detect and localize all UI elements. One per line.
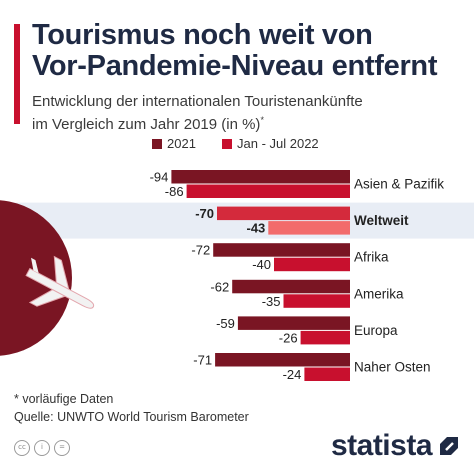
footnote-source: Quelle: UNWTO World Tourism Barometer xyxy=(14,410,249,424)
bar-2021 xyxy=(171,170,350,184)
bar-2021 xyxy=(237,316,350,330)
category-label: Europa xyxy=(354,323,398,338)
airplane-wing-top xyxy=(53,255,70,291)
bar-value-label: -71 xyxy=(193,353,212,368)
subtitle-line-2: im Vergleich zum Jahr 2019 (in %)* xyxy=(32,111,452,134)
airplane-wing-bottom xyxy=(28,289,67,307)
bar-value-label: -24 xyxy=(283,367,302,382)
title-line-2: Vor-Pandemie-Niveau entfernt xyxy=(32,50,438,82)
category-label: Weltweit xyxy=(354,213,409,228)
airplane-tail xyxy=(31,257,39,274)
category-label: Asien & Pazifik xyxy=(354,177,444,192)
airplane-fuselage xyxy=(25,267,95,309)
bar-2022 xyxy=(186,184,350,198)
title-accent-bar xyxy=(14,24,20,124)
legend-swatch-1 xyxy=(152,139,162,149)
bar-2022 xyxy=(274,257,350,272)
bar-value-label: -26 xyxy=(279,330,298,345)
legend-label-1: 2021 xyxy=(167,136,196,151)
bar-2021 xyxy=(213,243,350,257)
bar-2022 xyxy=(283,294,350,308)
category-label: Naher Osten xyxy=(354,360,431,375)
bar-2022 xyxy=(300,330,350,345)
subtitle-line-2-text: im Vergleich zum Jahr 2019 (in %) xyxy=(32,116,261,133)
title-line-1: Tourismus noch weit von xyxy=(32,19,373,51)
by-icon[interactable]: i xyxy=(34,440,50,456)
bar-value-label: -70 xyxy=(195,206,214,221)
bar-2021 xyxy=(232,279,350,294)
category-label: Afrika xyxy=(354,250,389,265)
chart-title: Tourismus noch weit von Vor-Pandemie-Niv… xyxy=(32,20,468,82)
chart-subtitle: Entwicklung der internationalen Touriste… xyxy=(32,92,452,134)
cc-icon[interactable]: cc xyxy=(14,440,30,456)
bar-2022 xyxy=(268,221,350,235)
license-icons: cc i = xyxy=(14,440,70,456)
bar-2021 xyxy=(215,353,350,367)
bar-value-label: -72 xyxy=(191,243,210,258)
airplane-icon xyxy=(25,255,95,309)
bar-value-label: -94 xyxy=(150,170,169,185)
footnote: * vorläufige Daten Quelle: UNWTO World T… xyxy=(14,390,249,426)
nd-icon[interactable]: = xyxy=(54,440,70,456)
subtitle-footnote-mark: * xyxy=(260,115,264,125)
statista-logo[interactable]: statista xyxy=(331,430,460,462)
statista-logo-icon xyxy=(440,437,458,455)
legend-label-2: Jan - Jul 2022 xyxy=(237,136,319,151)
subtitle-line-1: Entwicklung der internationalen Touriste… xyxy=(32,93,363,110)
bar-value-label: -40 xyxy=(252,257,271,272)
logo-text: statista xyxy=(330,429,433,462)
bar-2022 xyxy=(304,367,350,381)
legend-swatch-2 xyxy=(222,139,232,149)
bar-value-label: -35 xyxy=(262,294,281,309)
bar-2021 xyxy=(217,206,350,221)
category-label: Amerika xyxy=(354,286,404,301)
footnote-note: * vorläufige Daten xyxy=(14,392,114,406)
bar-value-label: -62 xyxy=(210,279,229,294)
bar-value-label: -86 xyxy=(165,184,184,199)
bar-value-label: -43 xyxy=(247,221,266,236)
bar-value-label: -59 xyxy=(216,316,235,331)
